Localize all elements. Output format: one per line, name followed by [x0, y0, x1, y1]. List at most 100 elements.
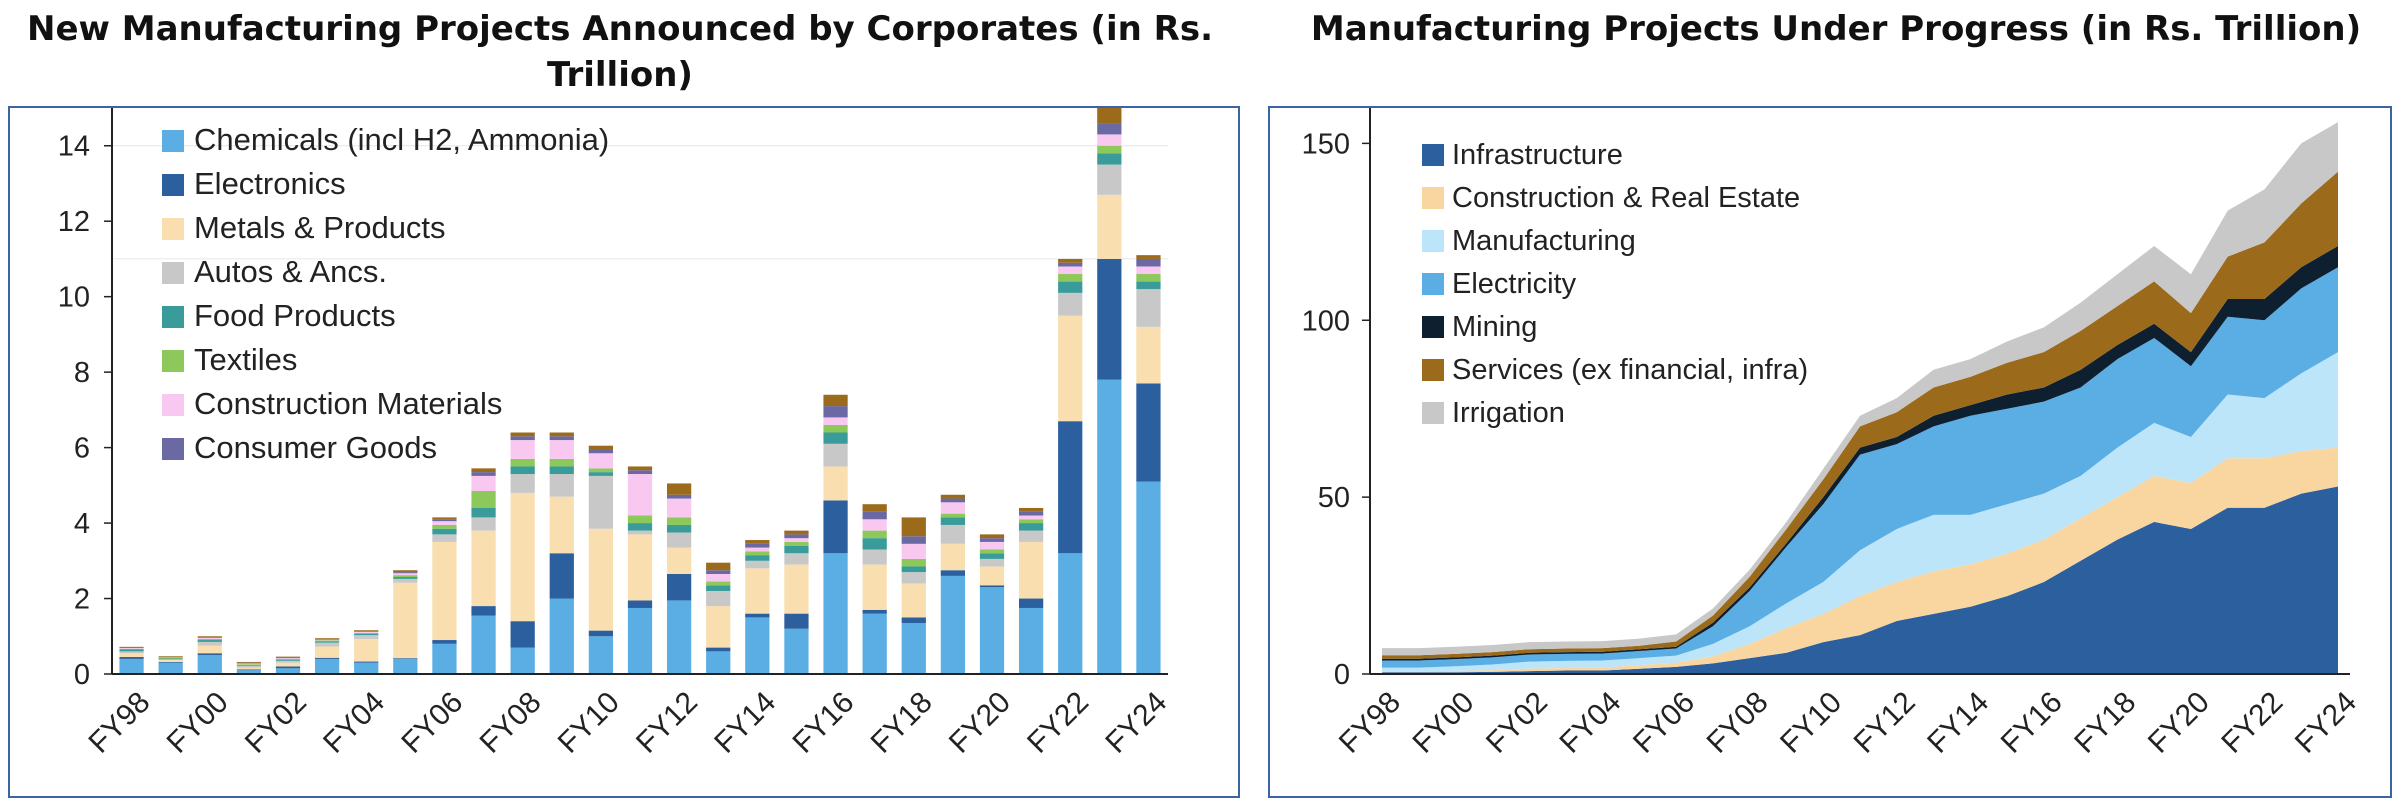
- bar-segment-metals-products-fy23: [1097, 194, 1122, 259]
- x-tick-label: FY10: [1774, 686, 1848, 760]
- x-tick-label: FY02: [1480, 686, 1554, 760]
- x-tick-label: FY16: [1995, 686, 2069, 760]
- bar-segment-other-fy08: [510, 432, 535, 437]
- x-tick-label: FY14: [1921, 686, 1995, 760]
- bar-segment-textiles-fy03: [314, 640, 340, 642]
- bar-segment-construction-materials-fy23: [1097, 134, 1122, 146]
- bar-segment-consumer-goods-fy17: [862, 511, 887, 520]
- bar-segment-textiles-fy05: [393, 575, 418, 578]
- bar-segment-food-products-fy06: [432, 528, 457, 535]
- bar-segment-electronics-fy01: [236, 669, 262, 671]
- bar-segment-electronics-fy08: [510, 621, 535, 648]
- bar-segment-chemicals-incl-h2-ammonia-fy10: [588, 636, 614, 674]
- bar-segment-textiles-fy98: [119, 648, 144, 650]
- bar-segment-food-products-fy21: [1018, 523, 1044, 531]
- bar-segment-consumer-goods-fy21: [1018, 511, 1044, 516]
- bar-segment-metals-products-fy21: [1018, 541, 1044, 599]
- bar-segment-construction-materials-fy19: [940, 502, 966, 514]
- bar-segment-chemicals-incl-h2-ammonia-fy06: [432, 643, 457, 674]
- bar-segment-textiles-fy20: [979, 549, 1005, 554]
- x-tick-label: FY14: [708, 686, 782, 760]
- bar-segment-food-products-fy24: [1136, 281, 1161, 290]
- bar-segment-consumer-goods-fy06: [432, 519, 457, 522]
- bar-segment-other-fy01: [236, 661, 262, 663]
- right-chart-frame: 0 50 100 150 FY98 FY00 FY02 FY04 FY06 FY08 FY10 FY1…: [1268, 106, 2392, 798]
- bar-segment-food-products-fy03: [314, 641, 340, 643]
- bar-segment-electronics-fy10: [588, 630, 614, 637]
- bar-segment-electronics-fy18: [901, 617, 926, 624]
- bar-segment-food-products-fy13: [706, 585, 731, 591]
- x-tick-label: FY18: [865, 686, 939, 760]
- bar-segment-construction-materials-fy11: [627, 474, 653, 516]
- x-tick-label: FY10: [552, 686, 626, 760]
- y-tick-label: 150: [1302, 128, 1350, 160]
- legend-swatch-food-products: [162, 306, 184, 328]
- legend-swatch-services-ex-financial-infra: [1422, 359, 1444, 381]
- bar-segment-autos-ancs-fy14: [745, 560, 770, 569]
- bar-segment-construction-materials-fy17: [862, 519, 887, 531]
- legend-label-autos-ancs: Autos & Ancs.: [194, 254, 387, 289]
- x-tick-label: FY12: [1848, 686, 1922, 760]
- bar-segment-electronics-fy15: [784, 613, 809, 629]
- bar-segment-textiles-fy21: [1018, 519, 1044, 524]
- legend-swatch-metals-products: [162, 218, 184, 240]
- bar-segment-chemicals-incl-h2-ammonia-fy01: [236, 670, 262, 674]
- area-electricity: [1382, 267, 2338, 668]
- bar-segment-autos-ancs-fy18: [901, 572, 926, 584]
- bar-segment-other-fy98: [119, 646, 144, 648]
- bar-segment-construction-materials-fy09: [549, 440, 574, 459]
- bar-segment-autos-ancs-fy20: [979, 558, 1005, 567]
- bar-segment-electronics-fy98: [119, 657, 144, 659]
- bar-segment-construction-materials-fy02: [275, 658, 301, 659]
- bar-segment-electronics-fy99: [158, 661, 183, 663]
- bar-segment-consumer-goods-fy23: [1097, 123, 1122, 135]
- bar-segment-food-products-fy12: [666, 524, 692, 533]
- bar-segment-other-fy02: [275, 656, 301, 658]
- bar-segment-textiles-fy17: [862, 530, 887, 539]
- bar-segment-electronics-fy20: [979, 585, 1005, 588]
- bar-segment-consumer-goods-fy05: [393, 572, 418, 574]
- y-tick-label: 100: [1302, 305, 1350, 337]
- bar-segment-metals-products-fy00: [197, 645, 222, 654]
- bar-segment-other-fy24: [1136, 255, 1161, 259]
- bar-segment-other-fy06: [432, 517, 457, 520]
- right-chart-title: Manufacturing Projects Under Progress (i…: [1310, 9, 2362, 49]
- bar-segment-consumer-goods-fy07: [471, 472, 496, 476]
- bar-segment-construction-materials-fy05: [393, 573, 418, 576]
- y-tick-label: 0: [1334, 659, 1350, 691]
- bar-segment-chemicals-incl-h2-ammonia-fy07: [471, 615, 496, 674]
- x-tick-label: FY24: [2289, 686, 2363, 760]
- bar-segment-autos-ancs-fy21: [1018, 530, 1044, 542]
- bar-segment-electronics-fy13: [706, 647, 731, 652]
- legend-swatch-electronics: [162, 174, 184, 196]
- bar-segment-electronics-fy16: [823, 500, 848, 554]
- x-tick-label: FY16: [786, 686, 860, 760]
- legend-swatch-consumer-goods: [162, 438, 184, 460]
- bar-segment-metals-products-fy24: [1136, 326, 1161, 384]
- bar-segment-other-fy13: [706, 562, 731, 571]
- bar-segment-food-products-fy05: [393, 577, 418, 579]
- area-mining: [1382, 245, 2338, 661]
- bar-segment-chemicals-incl-h2-ammonia-fy99: [158, 662, 183, 674]
- legend-swatch-construction-real-estate: [1422, 187, 1444, 209]
- x-tick-label: FY06: [1627, 686, 1701, 760]
- bar-segment-metals-products-fy11: [627, 534, 653, 601]
- bar-segment-metals-products-fy15: [784, 564, 809, 614]
- bar-segment-consumer-goods-fy16: [823, 406, 848, 418]
- legend-swatch-irrigation: [1422, 402, 1444, 424]
- bar-segment-chemicals-incl-h2-ammonia-fy23: [1097, 379, 1122, 674]
- bar-segment-chemicals-incl-h2-ammonia-fy11: [627, 607, 653, 674]
- left-chart-frame: 0 2 4 6 8 10 12 14 FY98 FY00 FY02 FY04 FY06 FY08 FY10 F…: [8, 106, 1240, 798]
- bar-segment-metals-products-fy06: [432, 541, 457, 641]
- bar-segment-textiles-fy99: [158, 657, 183, 659]
- bar-segment-construction-materials-fy14: [745, 547, 770, 552]
- x-tick-label: FY08: [474, 686, 548, 760]
- bar-segment-metals-products-fy13: [706, 606, 731, 648]
- bar-segment-food-products-fy07: [471, 507, 496, 518]
- bar-segment-consumer-goods-fy24: [1136, 258, 1161, 267]
- y-tick-label: 50: [1318, 482, 1350, 514]
- y-tick-label: 12: [58, 206, 90, 238]
- legend-label-irrigation: Irrigation: [1452, 397, 1565, 429]
- bar-segment-textiles-fy14: [745, 551, 770, 556]
- y-tick-label: 14: [58, 131, 90, 163]
